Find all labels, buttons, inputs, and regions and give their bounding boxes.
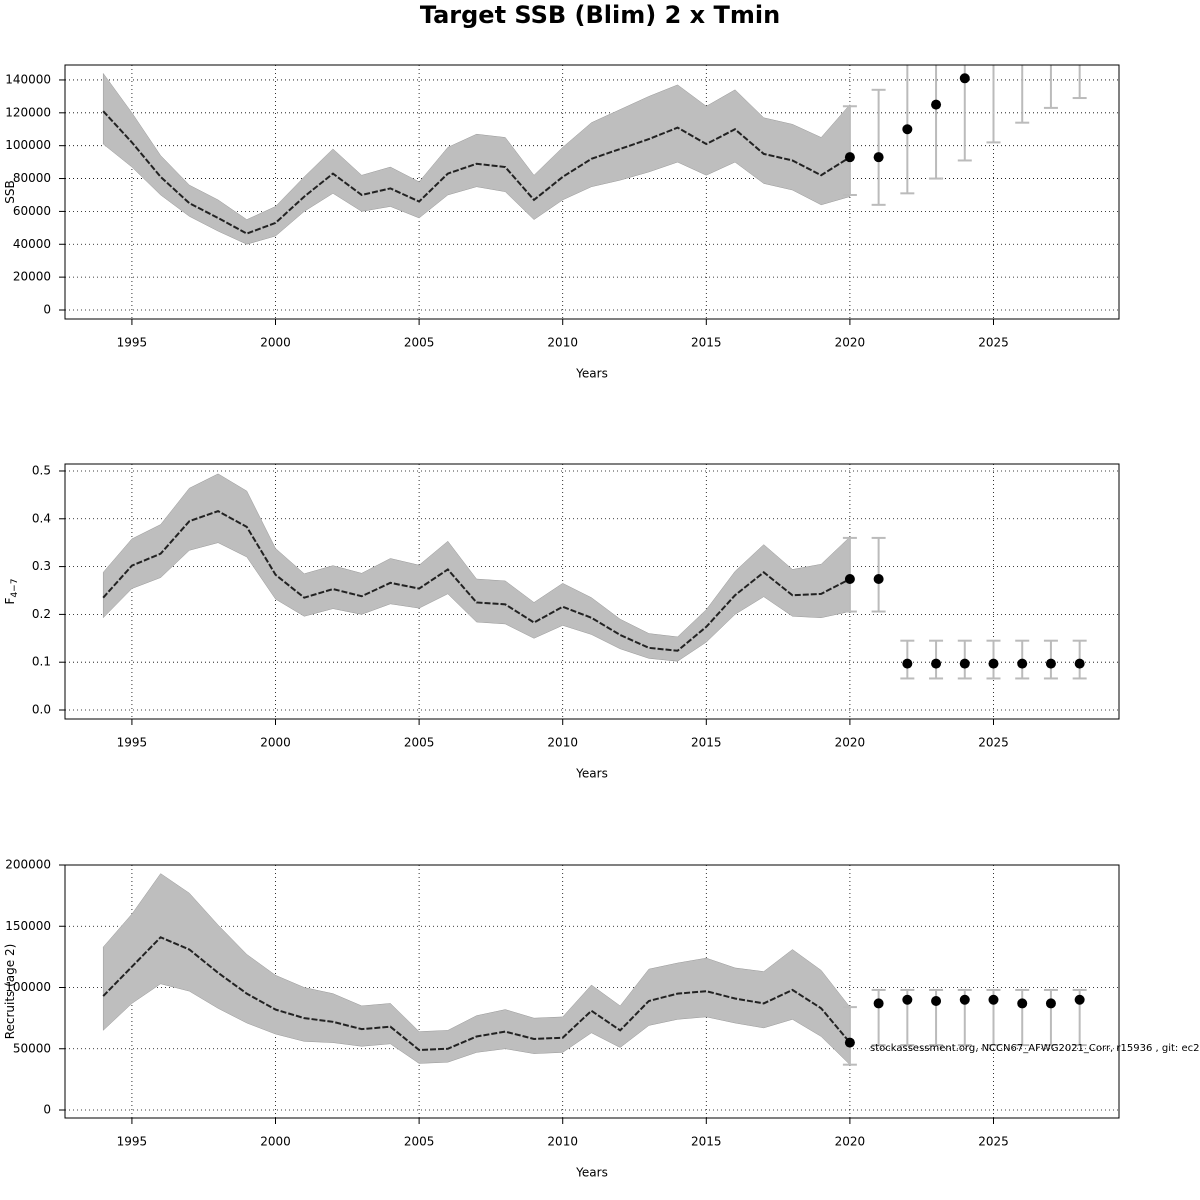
y-tick-label: 0.2 bbox=[32, 607, 51, 621]
projection-point bbox=[1017, 998, 1028, 1009]
estimate-line bbox=[102, 510, 851, 652]
plot-area bbox=[102, 873, 1087, 1066]
y-tick-label: 50000 bbox=[13, 1041, 51, 1055]
projection-point bbox=[902, 124, 913, 135]
projection-point bbox=[931, 658, 942, 669]
panel: 1995 2000 2005 2010 2015 2020 2025 0 20000 40000 6… bbox=[3, 0, 1120, 381]
x-tick-label: 2020 bbox=[835, 1135, 866, 1149]
y-axis-label: F4−7 bbox=[3, 579, 20, 605]
x-tick-label: 2020 bbox=[835, 336, 866, 350]
y-axis-label-main: F bbox=[3, 597, 17, 604]
projection-point bbox=[1045, 998, 1056, 1009]
plot-area bbox=[102, 0, 1087, 245]
x-tick-label: 2010 bbox=[547, 1135, 578, 1149]
projection-point bbox=[959, 658, 970, 669]
x-tick-label: 2015 bbox=[691, 336, 722, 350]
y-tick-label: 200000 bbox=[5, 858, 51, 872]
projection-point bbox=[988, 658, 999, 669]
y-tick-label: 0.1 bbox=[32, 655, 51, 669]
x-tick-label: 2020 bbox=[835, 736, 866, 750]
x-axis-label: Years bbox=[575, 1166, 608, 1180]
y-tick-label: 100000 bbox=[5, 138, 51, 152]
x-tick-label: 2025 bbox=[978, 336, 1009, 350]
y-tick-label: 0 bbox=[43, 302, 51, 316]
x-tick-label: 2025 bbox=[978, 1135, 1009, 1149]
projection-point bbox=[1074, 994, 1085, 1005]
y-axis-label: SSB bbox=[3, 180, 17, 203]
projection-point bbox=[988, 45, 998, 55]
y-tick-label: 80000 bbox=[13, 171, 51, 185]
estimate-line bbox=[102, 110, 851, 235]
x-tick-label: 2015 bbox=[691, 1135, 722, 1149]
estimate-line bbox=[102, 936, 851, 1051]
projection-point bbox=[1046, 0, 1056, 3]
y-tick-label: 0.5 bbox=[32, 463, 51, 477]
x-axis-label: Years bbox=[575, 367, 608, 381]
projection-point bbox=[988, 994, 999, 1005]
y-tick-label: 40000 bbox=[13, 237, 51, 251]
x-tick-label: 2010 bbox=[547, 736, 578, 750]
projection-point bbox=[931, 99, 942, 110]
projection-point bbox=[1045, 658, 1056, 669]
x-tick-label: 2000 bbox=[260, 336, 291, 350]
x-axis-label: Years bbox=[575, 767, 608, 781]
projection-point bbox=[873, 998, 884, 1009]
projection-point bbox=[931, 995, 942, 1006]
projection-point bbox=[844, 1037, 855, 1048]
x-tick-label: 2005 bbox=[404, 736, 435, 750]
y-tick-label: 0.3 bbox=[32, 559, 51, 573]
y-axis-label-subscript: 4−7 bbox=[10, 579, 20, 598]
x-tick-label: 1995 bbox=[117, 1135, 148, 1149]
x-tick-label: 1995 bbox=[117, 736, 148, 750]
plot-area bbox=[102, 473, 1087, 680]
x-tick-label: 2000 bbox=[260, 1135, 291, 1149]
y-tick-label: 0.4 bbox=[32, 511, 51, 525]
plot-frame bbox=[64, 64, 1120, 320]
projection-point bbox=[873, 574, 884, 585]
projection-point bbox=[844, 152, 855, 163]
y-tick-label: 60000 bbox=[13, 204, 51, 218]
projection-point bbox=[959, 73, 970, 84]
plot-frame bbox=[64, 463, 1120, 720]
x-tick-label: 2000 bbox=[260, 736, 291, 750]
projection-point bbox=[959, 994, 970, 1005]
y-tick-label: 0.0 bbox=[32, 703, 51, 717]
panel: 1995 2000 2005 2010 2015 2020 2025 0 50000 100000… bbox=[3, 858, 1120, 1180]
y-tick-label: 100000 bbox=[5, 980, 51, 994]
projection-point bbox=[902, 658, 913, 669]
figure-title: Target SSB (Blim) 2 x Tmin bbox=[420, 1, 780, 29]
projection-point bbox=[844, 574, 855, 585]
projection-point bbox=[873, 152, 884, 163]
y-tick-label: 140000 bbox=[5, 72, 51, 86]
x-tick-label: 2005 bbox=[404, 1135, 435, 1149]
x-tick-label: 2015 bbox=[691, 736, 722, 750]
projection-point bbox=[1017, 658, 1028, 669]
confidence-band bbox=[102, 473, 851, 662]
projection-point bbox=[902, 994, 913, 1005]
x-tick-label: 2025 bbox=[978, 736, 1009, 750]
footnote: stockassessment.org, NCCN67_AFWG2021_Cor… bbox=[870, 1043, 1200, 1054]
y-tick-label: 150000 bbox=[5, 919, 51, 933]
x-tick-label: 1995 bbox=[117, 336, 148, 350]
y-tick-label: 20000 bbox=[13, 270, 51, 284]
y-tick-label: 120000 bbox=[5, 105, 51, 119]
panel: 1995 2000 2005 2010 2015 2020 2025 0.0 0.1 0.2 0.3… bbox=[3, 463, 1120, 781]
plot-frame bbox=[64, 864, 1120, 1119]
projection-point bbox=[1074, 658, 1085, 669]
y-axis-label-main: SSB bbox=[3, 180, 17, 203]
x-tick-label: 2010 bbox=[547, 336, 578, 350]
x-tick-label: 2005 bbox=[404, 336, 435, 350]
confidence-band bbox=[102, 72, 851, 245]
y-axis-label: Recruits (age 2) bbox=[3, 944, 17, 1040]
y-axis-label-main: Recruits (age 2) bbox=[3, 944, 17, 1040]
projection-point bbox=[1017, 17, 1027, 27]
y-tick-label: 0 bbox=[43, 1103, 51, 1117]
